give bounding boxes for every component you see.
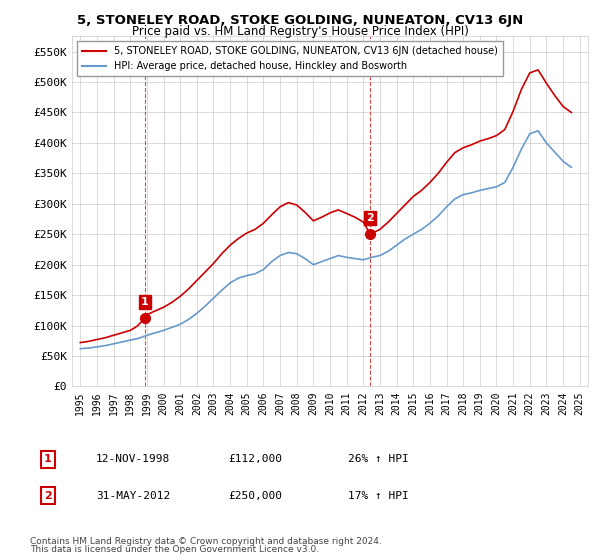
Text: £250,000: £250,000 (228, 491, 282, 501)
Text: 1: 1 (141, 297, 149, 307)
Text: 1: 1 (44, 454, 52, 464)
Text: Price paid vs. HM Land Registry's House Price Index (HPI): Price paid vs. HM Land Registry's House … (131, 25, 469, 38)
Text: This data is licensed under the Open Government Licence v3.0.: This data is licensed under the Open Gov… (30, 545, 319, 554)
Text: 12-NOV-1998: 12-NOV-1998 (96, 454, 170, 464)
Legend: 5, STONELEY ROAD, STOKE GOLDING, NUNEATON, CV13 6JN (detached house), HPI: Avera: 5, STONELEY ROAD, STOKE GOLDING, NUNEATO… (77, 41, 503, 76)
Text: 5, STONELEY ROAD, STOKE GOLDING, NUNEATON, CV13 6JN: 5, STONELEY ROAD, STOKE GOLDING, NUNEATO… (77, 14, 523, 27)
Text: 17% ↑ HPI: 17% ↑ HPI (348, 491, 409, 501)
Text: 31-MAY-2012: 31-MAY-2012 (96, 491, 170, 501)
Text: 26% ↑ HPI: 26% ↑ HPI (348, 454, 409, 464)
Text: 2: 2 (44, 491, 52, 501)
Text: £112,000: £112,000 (228, 454, 282, 464)
Text: Contains HM Land Registry data © Crown copyright and database right 2024.: Contains HM Land Registry data © Crown c… (30, 537, 382, 546)
Text: 2: 2 (367, 213, 374, 223)
